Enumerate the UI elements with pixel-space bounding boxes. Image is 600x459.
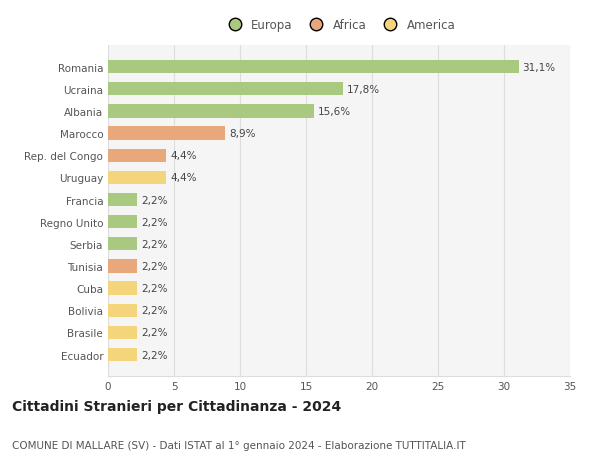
Bar — [108, 348, 137, 361]
Text: 2,2%: 2,2% — [141, 284, 167, 293]
Bar — [108, 216, 137, 229]
Text: 4,4%: 4,4% — [170, 173, 197, 183]
Text: 2,2%: 2,2% — [141, 217, 167, 227]
Text: 2,2%: 2,2% — [141, 195, 167, 205]
Bar — [108, 61, 518, 74]
Bar — [108, 127, 226, 140]
Text: 17,8%: 17,8% — [347, 84, 380, 95]
Bar — [108, 260, 137, 273]
Bar — [108, 282, 137, 295]
Text: 2,2%: 2,2% — [141, 306, 167, 315]
Text: COMUNE DI MALLARE (SV) - Dati ISTAT al 1° gennaio 2024 - Elaborazione TUTTITALIA: COMUNE DI MALLARE (SV) - Dati ISTAT al 1… — [12, 440, 466, 450]
Text: 2,2%: 2,2% — [141, 350, 167, 360]
Text: 15,6%: 15,6% — [318, 107, 351, 117]
Bar — [108, 238, 137, 251]
Text: 31,1%: 31,1% — [523, 62, 556, 73]
Text: Cittadini Stranieri per Cittadinanza - 2024: Cittadini Stranieri per Cittadinanza - 2… — [12, 399, 341, 413]
Text: 2,2%: 2,2% — [141, 239, 167, 249]
Bar — [108, 193, 137, 207]
Bar — [108, 171, 166, 185]
Bar — [108, 83, 343, 96]
Bar — [108, 326, 137, 339]
Text: 8,9%: 8,9% — [229, 129, 256, 139]
Text: 2,2%: 2,2% — [141, 328, 167, 338]
Text: 2,2%: 2,2% — [141, 261, 167, 271]
Bar — [108, 149, 166, 162]
Legend: Europa, Africa, America: Europa, Africa, America — [223, 19, 455, 32]
Bar — [108, 105, 314, 118]
Text: 4,4%: 4,4% — [170, 151, 197, 161]
Bar — [108, 304, 137, 317]
